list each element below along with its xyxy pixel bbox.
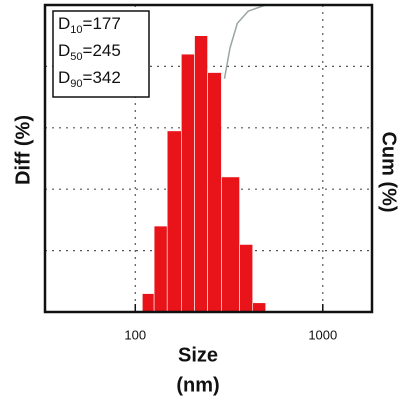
cumulative-line (224, 5, 372, 79)
x-tick-label: 1000 (308, 327, 337, 342)
histogram-bar (240, 244, 253, 312)
annotation-value: =245 (83, 41, 121, 60)
annotation: D10=177 (58, 14, 121, 35)
histogram-bar (208, 73, 222, 312)
y-axis-label: Diff (%) (12, 115, 34, 185)
annotation: D50=245 (58, 41, 121, 62)
histogram-bar (195, 36, 208, 312)
annotation-subscript: 10 (70, 24, 82, 36)
annotation-symbol: D (58, 68, 70, 87)
histogram-bar (253, 303, 266, 312)
chart: Diff (%) Cum (%) Size (nm) 1001000D10=17… (0, 0, 402, 408)
annotation-value: =177 (83, 14, 121, 33)
annotation-symbol: D (58, 41, 70, 60)
annotation-subscript: 90 (70, 78, 82, 90)
histogram-bar (142, 294, 154, 312)
annotation-value: =342 (83, 68, 121, 87)
annotation-symbol: D (58, 14, 70, 33)
y2-axis-label: Cum (%) (378, 131, 400, 212)
histogram-bar (221, 177, 239, 312)
x-tick-label: 100 (124, 327, 146, 342)
histogram-bar (154, 226, 167, 312)
histogram-bar (167, 131, 181, 312)
annotation-subscript: 50 (70, 51, 82, 63)
annotation: D90=342 (58, 68, 121, 89)
histogram-bar (181, 54, 194, 312)
x-axis-label: Size (178, 344, 218, 366)
x-axis-unit: (nm) (176, 374, 219, 396)
